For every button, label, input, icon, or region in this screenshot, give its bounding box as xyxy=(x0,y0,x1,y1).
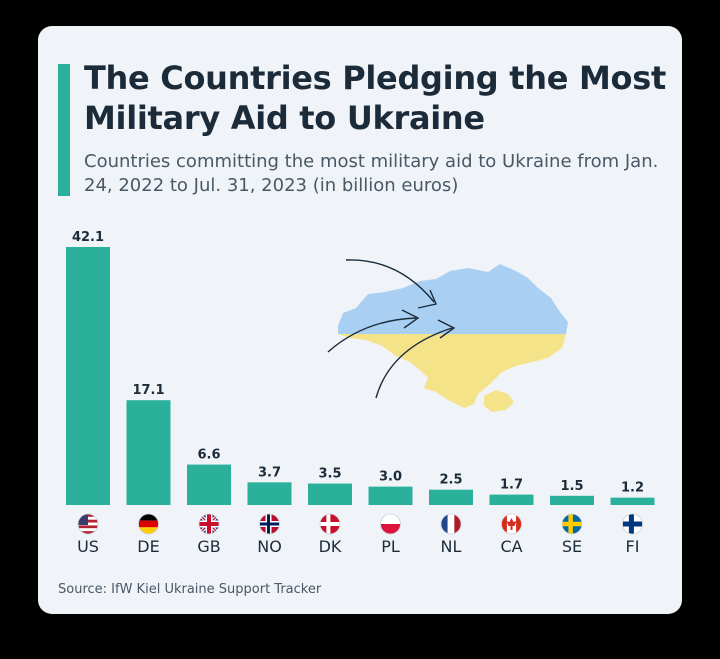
bar-de xyxy=(126,400,171,505)
fi-flag-icon xyxy=(622,513,643,535)
ukraine-map-bottom-half xyxy=(338,334,566,408)
nl-flag-icon xyxy=(440,513,462,535)
bar-ca xyxy=(489,494,534,505)
category-label-de: DE xyxy=(137,537,159,556)
bars-group: 42.1 US 17.1 DE 6.6 GB 3.7 NO 3.5 DK 3.0 PL 2.5 NL 1.7… xyxy=(66,230,655,556)
category-label-dk: DK xyxy=(319,537,342,556)
bar-gb xyxy=(187,464,231,505)
category-label-no: NO xyxy=(257,537,282,556)
arrow-curve-3 xyxy=(375,327,453,399)
arrow-head-2 xyxy=(401,309,420,329)
category-label-gb: GB xyxy=(197,537,220,556)
gb-flag-icon xyxy=(198,513,220,535)
ca-flag-icon xyxy=(501,513,522,535)
source-note: Source: IfW Kiel Ukraine Support Tracker xyxy=(58,582,322,597)
category-label-pl: PL xyxy=(381,537,400,556)
chart-card: The Countries Pledging the Most Military… xyxy=(38,26,682,614)
value-label-us: 42.1 xyxy=(72,230,104,245)
dk-flag-icon xyxy=(319,513,341,535)
bar-se xyxy=(550,495,594,505)
bar-pl xyxy=(368,486,413,505)
ukraine-map-top-half xyxy=(338,264,568,334)
value-label-fi: 1.2 xyxy=(621,481,644,496)
category-label-ca: CA xyxy=(500,537,522,556)
pl-flag-icon xyxy=(380,513,401,535)
us-flag-icon xyxy=(77,513,99,535)
value-label-se: 1.5 xyxy=(560,479,583,494)
arrow-curve-1 xyxy=(345,259,435,303)
value-label-de: 17.1 xyxy=(132,383,164,398)
category-label-fi: FI xyxy=(626,537,640,556)
ukraine-map-illustration xyxy=(327,259,568,412)
de-flag-icon xyxy=(138,513,159,535)
crimea-peninsula xyxy=(484,390,514,412)
chart-subtitle: Countries committing the most military a… xyxy=(84,151,659,196)
arrow-curve-2 xyxy=(327,317,417,353)
category-label-se: SE xyxy=(562,537,582,556)
no-flag-icon xyxy=(259,513,280,535)
chart-title: The Countries Pledging the Most Military… xyxy=(84,59,666,137)
se-flag-icon xyxy=(561,513,583,535)
category-label-us: US xyxy=(77,537,99,556)
value-label-ca: 1.7 xyxy=(500,478,523,493)
arrow-head-1 xyxy=(417,289,437,309)
bar-fi xyxy=(610,497,655,505)
value-label-nl: 2.5 xyxy=(439,473,462,488)
bar-us xyxy=(66,247,110,505)
value-label-dk: 3.5 xyxy=(318,467,341,482)
bar-nl xyxy=(429,489,473,505)
bar-chart: 42.1 US 17.1 DE 6.6 GB 3.7 NO 3.5 DK 3.0 PL 2.5 NL 1.7… xyxy=(66,230,655,556)
value-label-pl: 3.0 xyxy=(379,470,402,485)
title-accent-bar xyxy=(58,64,70,196)
value-label-gb: 6.6 xyxy=(197,448,220,463)
bar-dk xyxy=(308,483,352,505)
category-label-nl: NL xyxy=(441,537,462,556)
arrow-head-3 xyxy=(437,319,456,339)
value-label-no: 3.7 xyxy=(258,465,281,480)
bar-no xyxy=(247,482,292,505)
